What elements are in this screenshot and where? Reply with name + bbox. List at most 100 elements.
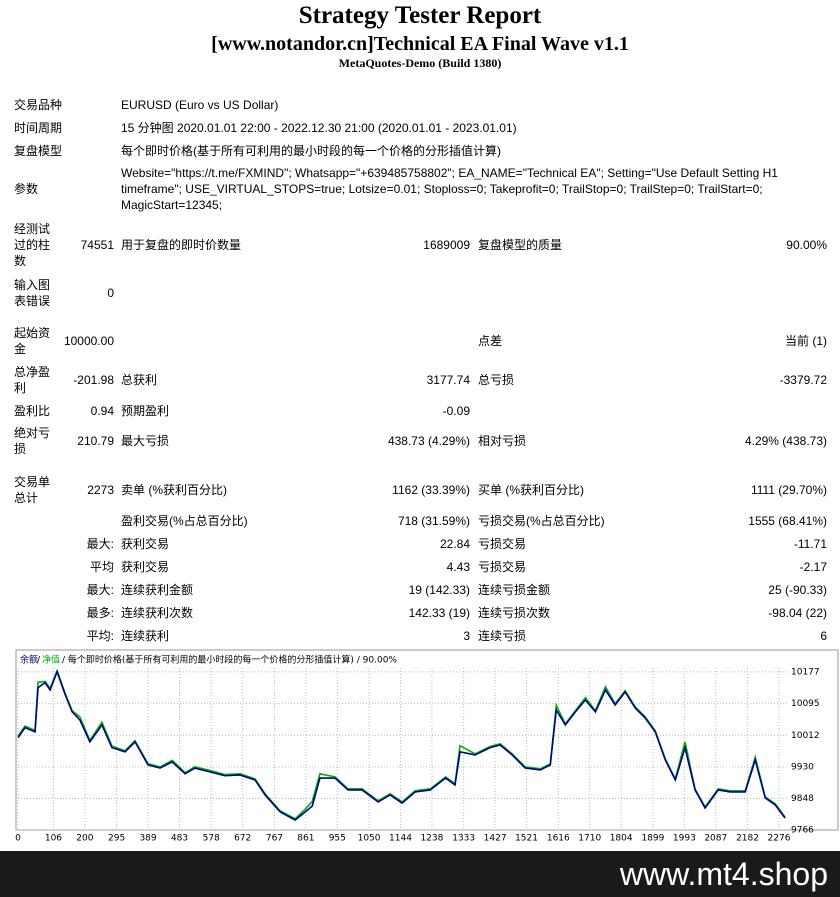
result-value: 10000.00 (63, 334, 114, 348)
result-value: 438.73 (4.29%) (387, 434, 470, 448)
result-label: 交易单总计 (14, 475, 51, 505)
x-tick-label: 483 (171, 834, 188, 844)
result-value: 当前 (1) (784, 334, 827, 348)
setting-value: EURUSD (Euro vs US Dollar) (121, 98, 279, 112)
result-value: 最大: (86, 583, 114, 597)
result-value: 1111 (29.70%) (750, 483, 827, 497)
x-tick-label: 1710 (578, 834, 601, 844)
result-label: 最大亏损 (121, 434, 170, 448)
result-label: 输入图表错误 (14, 278, 51, 308)
x-tick-label: 2276 (768, 834, 791, 844)
result-label: 点差 (478, 334, 503, 348)
y-tick-label: 10177 (791, 667, 820, 677)
title: Strategy Tester Report (298, 2, 542, 29)
result-label: 起始资金 (14, 326, 51, 356)
x-tick-label: 1804 (610, 834, 633, 844)
x-tick-label: 578 (203, 834, 220, 844)
x-tick-label: 1427 (484, 834, 507, 844)
result-label: 连续亏损金额 (478, 583, 551, 597)
result-label: 预期盈利 (121, 404, 170, 418)
result-value: -11.71 (793, 537, 827, 551)
setting-value: 15 分钟图 2020.01.01 22:00 - 2022.12.30 21:… (121, 121, 517, 135)
y-tick-label: 9848 (791, 794, 814, 804)
result-label: 复盘模型的质量 (478, 238, 563, 252)
result-label: 用于复盘的即时价数量 (121, 238, 242, 252)
result-label: 亏损交易(%占总百分比) (478, 514, 605, 528)
result-value: -2.17 (799, 560, 827, 574)
result-label: 经测试过的柱数 (14, 222, 51, 268)
result-label: 绝对亏损 (14, 426, 51, 456)
result-label: 总净盈利 (14, 365, 51, 395)
result-label: 获利交易 (121, 537, 170, 551)
series-line (17, 669, 786, 821)
y-tick-label: 9766 (791, 826, 814, 836)
result-value: 平均: (86, 629, 114, 643)
result-label: 连续获利金额 (121, 583, 194, 597)
x-tick-label: 1993 (673, 834, 696, 844)
x-tick-label: 1050 (358, 834, 381, 844)
x-tick-label: 1899 (641, 834, 664, 844)
y-tick-label: 10012 (791, 731, 820, 741)
result-value: 142.33 (19) (408, 606, 470, 620)
result-label: 连续获利次数 (121, 606, 194, 620)
result-label: 连续亏损 (478, 629, 527, 643)
x-tick-label: 2182 (736, 834, 759, 844)
result-label: 获利交易 (121, 560, 170, 574)
result-value: 4.29% (438.73) (744, 434, 827, 448)
result-value: -3379.72 (779, 373, 827, 387)
legend-entry: 余额 (20, 654, 38, 666)
x-tick-label: 1333 (452, 834, 475, 844)
result-value: 最多: (86, 606, 114, 620)
x-tick-label: 955 (329, 834, 346, 844)
x-tick-label: 767 (266, 834, 283, 844)
x-tick-label: 1521 (515, 834, 538, 844)
result-label: 总亏损 (478, 373, 515, 387)
result-value: 6 (820, 629, 827, 643)
result-value: 90.00% (786, 238, 827, 252)
result-label: 盈利交易(%占总百分比) (121, 514, 248, 528)
result-label: 亏损交易 (478, 537, 527, 551)
result-label: 亏损交易 (478, 560, 527, 574)
x-tick-label: 1616 (547, 834, 570, 844)
setting-value: 每个即时价格(基于所有可利用的最小时段的每一个价格的分形插值计算) (121, 144, 501, 158)
x-tick-label: 1144 (389, 834, 412, 844)
result-value: 0.94 (90, 404, 114, 418)
x-tick-label: 672 (234, 834, 251, 844)
result-value: 2273 (87, 483, 114, 497)
x-tick-label: 1238 (420, 834, 443, 844)
y-tick-label: 9930 (791, 762, 814, 772)
setting-value: Website="https://t.me/FXMIND"; Whatsapp=… (121, 166, 778, 212)
result-value: 718 (31.59%) (397, 514, 470, 528)
result-value: -98.04 (22) (768, 606, 827, 620)
result-value: -201.98 (73, 373, 114, 387)
setting-label: 交易品种 (14, 98, 63, 112)
chart-frame (15, 649, 839, 831)
result-value: 平均 (89, 560, 114, 574)
result-value: 1689009 (423, 238, 470, 252)
result-value: 4.43 (446, 560, 470, 574)
chart-caption: / 每个即时价格(基于所有可利用的最小时段的每一个价格的分形插值计算) / 90… (62, 654, 397, 666)
result-label: 卖单 (%获利百分比) (121, 483, 227, 497)
x-tick-label: 200 (76, 834, 93, 844)
subtitle: [www.notandor.cn]Technical EA Final Wave… (211, 33, 629, 55)
result-value: 1555 (68.41%) (748, 514, 827, 528)
result-value: 3177.74 (426, 373, 470, 387)
result-value: 22.84 (439, 537, 470, 551)
result-label: 买单 (%获利百分比) (478, 483, 584, 497)
result-value: 最大: (86, 537, 114, 551)
result-value: 3 (463, 629, 470, 643)
result-label: 连续获利 (121, 629, 170, 643)
result-label: 总获利 (121, 373, 158, 387)
x-tick-label: 106 (45, 834, 62, 844)
result-label: 盈利比 (14, 404, 51, 418)
legend-entry: 净值 (42, 654, 60, 666)
result-value: 0 (107, 286, 114, 300)
watermark: www.mt4.shop (619, 856, 828, 892)
result-value: 25 (-90.33) (768, 583, 827, 597)
footer: www.mt4.shop (0, 851, 840, 897)
x-tick-label: 0 (15, 834, 21, 844)
result-label: 相对亏损 (478, 434, 527, 448)
setting-label: 参数 (14, 182, 39, 196)
setting-label: 时间周期 (14, 121, 63, 135)
